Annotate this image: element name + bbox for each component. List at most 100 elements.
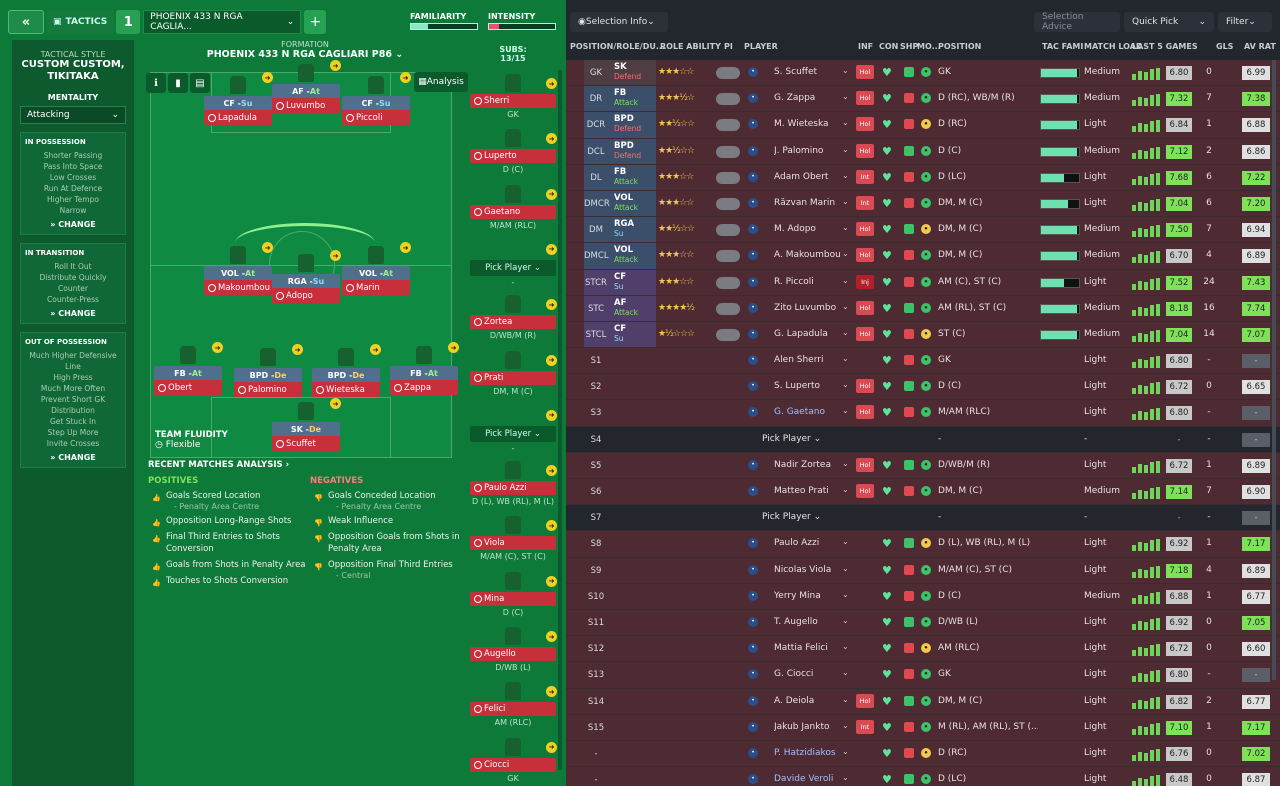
chevron-down-icon[interactable]: ⌄ (842, 668, 849, 678)
player-name[interactable]: J. Palomino (774, 145, 824, 156)
role-duty-cell[interactable]: VOL Attack (610, 245, 652, 267)
role-duty-cell[interactable]: RGA Su (610, 219, 652, 241)
pi-toggle[interactable] (716, 276, 740, 289)
role-cell[interactable] (610, 138, 656, 164)
chevron-down-icon[interactable]: ⌄ (842, 144, 849, 154)
role-duty-cell[interactable]: FB Attack (610, 167, 652, 189)
chevron-down-icon[interactable]: ⌄ (842, 406, 849, 416)
player-name[interactable]: Răzvan Marin (774, 197, 836, 208)
pick-player-select[interactable]: Pick Player ⌄ (470, 425, 556, 442)
subs-scrollbar[interactable] (558, 70, 562, 770)
col-role-ability[interactable]: ROLE ABILITY (660, 42, 721, 51)
role-duty-cell[interactable]: VOL Attack (610, 193, 652, 215)
player-name[interactable]: Nadir Zortea (774, 459, 831, 470)
player-role[interactable]: CF - Su (204, 96, 272, 110)
table-row[interactable]: S2 • S. Luperto ⌄ Hol ♥ • D (C) Light 6.72 0 6.65 (566, 374, 1280, 401)
formation-select[interactable]: PHOENIX 433 N RGA CAGLIARI P86 ⌄ (206, 49, 404, 60)
pick-player-select[interactable]: Pick Player ⌄ (762, 433, 822, 444)
pitch-player[interactable]: RGA - Su Adopo (272, 274, 340, 303)
chevron-down-icon[interactable]: ⌄ (842, 249, 849, 259)
sub-slot[interactable]: ➜ Viola M/AM (C), ST (C) (470, 516, 557, 561)
role-cell[interactable] (610, 190, 656, 217)
player-name[interactable]: M. Adopo (774, 224, 816, 235)
col-av-rat[interactable]: AV RAT (1244, 42, 1276, 51)
move-arrow-icon[interactable]: ➜ (212, 342, 223, 353)
table-row[interactable]: - • P. Hatzidiakos ⌄ ♥ • D (RC) Light 6.76 0 7.02 (566, 740, 1280, 768)
pi-toggle[interactable] (716, 328, 740, 341)
player-name[interactable]: Jakub Jankto (774, 721, 830, 732)
pitch-player[interactable]: BPD - De Wieteska (312, 368, 380, 397)
role-duty-cell[interactable]: BPD Defend (610, 141, 652, 163)
move-arrow-icon[interactable]: ➜ (330, 250, 341, 261)
pitch-player[interactable]: VOL - At Makoumbou (204, 266, 272, 295)
tactics-tab[interactable]: ▣ TACTICS (47, 10, 114, 34)
info-icon[interactable]: ℹ (146, 73, 166, 93)
table-row[interactable]: S8 • Paulo Azzi ⌄ ♥ • D (L), WB (RL), M (L) Lig… (566, 531, 1280, 558)
mentality-select[interactable]: Attacking ⌄ (20, 106, 126, 124)
move-arrow-icon[interactable]: ➜ (400, 242, 411, 253)
role-cell[interactable] (610, 164, 656, 190)
change-button[interactable]: » CHANGE (50, 220, 96, 229)
pi-toggle[interactable] (716, 250, 740, 263)
table-row[interactable]: S11 • T. Augello ⌄ ♥ • D/WB (L) Light 6.92 0 7.05 (566, 609, 1280, 637)
chevron-down-icon[interactable]: ⌄ (842, 773, 849, 783)
player-name[interactable]: Adam Obert (774, 171, 829, 182)
pitch-icon[interactable]: ▤ (190, 73, 210, 93)
player-name[interactable]: S. Scuffet (774, 67, 818, 77)
player-name[interactable]: Matteo Prati (774, 486, 829, 496)
sub-name[interactable]: Paulo Azzi (470, 481, 556, 496)
pi-toggle[interactable] (716, 224, 740, 237)
player-name[interactable]: G. Lapadula (774, 328, 828, 339)
move-arrow-icon[interactable]: ➜ (400, 72, 411, 83)
table-row[interactable]: GK SK Defend ★★★☆☆ • S. Scuffet ⌄ Hol ♥ • GK Medium… (566, 60, 1280, 87)
move-arrow-icon[interactable]: ➜ (546, 465, 557, 477)
col-goals[interactable]: GLS (1216, 42, 1234, 51)
chevron-down-icon[interactable]: ⌄ (842, 275, 849, 285)
table-row[interactable]: S13 • G. Ciocci ⌄ ♥ • GK Light 6.80 - - (566, 662, 1280, 689)
table-row[interactable]: S3 • G. Gaetano ⌄ Hol ♥ • M/AM (RLC) Light 6.80 - - (566, 400, 1280, 427)
player-name[interactable]: G. Gaetano (774, 407, 825, 418)
col-con[interactable]: CON (879, 42, 899, 51)
sub-name[interactable]: Sherri (470, 94, 556, 108)
role-cell[interactable] (610, 321, 656, 348)
table-row[interactable]: DMCR VOL Attack ★★★☆☆ • Răzvan Marin ⌄ Int ♥ • DM,… (566, 190, 1280, 218)
pitch-player[interactable]: BPD - De Palomino (234, 368, 302, 397)
player-role[interactable]: VOL - At (342, 266, 410, 280)
sub-name[interactable]: Ciocci (470, 757, 556, 772)
table-row[interactable]: S1 • Alen Sherri ⌄ ♥ • GK Light 6.80 - - (566, 348, 1280, 375)
player-name[interactable]: T. Augello (774, 616, 818, 627)
table-row[interactable]: S9 • Nicolas Viola ⌄ ♥ • M/AM (C), ST (C) Light… (566, 557, 1280, 584)
col-pi[interactable]: PI (724, 42, 733, 51)
chevron-down-icon[interactable]: ⌄ (842, 615, 849, 625)
player-name[interactable]: Scuffet (272, 436, 340, 451)
role-cell[interactable] (610, 217, 656, 243)
chevron-down-icon[interactable]: ⌄ (842, 327, 849, 337)
sub-name[interactable]: Prati (470, 370, 556, 385)
table-row[interactable]: DMCL VOL Attack ★★★☆☆ • A. Makoumbou ⌄ Hol ♥ • DM,… (566, 243, 1280, 270)
chevron-down-icon[interactable]: ⌄ (842, 642, 849, 652)
player-name[interactable]: P. Hatzidiakos (774, 747, 836, 758)
move-arrow-icon[interactable]: ➜ (546, 354, 557, 366)
move-arrow-icon[interactable]: ➜ (262, 72, 273, 83)
player-name[interactable]: Adopo (272, 288, 340, 303)
col-shp[interactable]: SHP (900, 42, 919, 51)
chevron-down-icon[interactable]: ⌄ (842, 380, 849, 390)
table-row[interactable]: STC AF Attack ★★★★½ • Zito Luvumbo ⌄ Hol ♥ • AM (R… (566, 295, 1280, 322)
sub-name[interactable]: Mina (470, 591, 556, 606)
chevron-down-icon[interactable]: ⌄ (842, 223, 849, 233)
role-duty-cell[interactable]: BPD Defend (610, 114, 652, 136)
pitch-player[interactable]: CF - Su Piccoli (342, 96, 410, 125)
col-inf[interactable]: INF (858, 42, 874, 51)
role-cell[interactable] (610, 295, 656, 321)
table-row[interactable]: S12 • Mattia Felici ⌄ ♥ • AM (RLC) Light 6.72 0 6.… (566, 636, 1280, 663)
role-duty-cell[interactable]: CF Su (610, 272, 652, 294)
col-tac-fami[interactable]: TAC FAMI (1042, 42, 1084, 51)
pitch-player[interactable]: FB - At Obert (154, 366, 222, 395)
table-row[interactable]: DR FB Attack ★★★½☆ • G. Zappa ⌄ Hol ♥ • D (RC), WB… (566, 86, 1280, 113)
role-duty-cell[interactable]: AF Attack (610, 298, 652, 320)
player-name[interactable]: Luvumbo (272, 98, 340, 113)
tactic-slot[interactable]: 1 (116, 10, 141, 34)
move-arrow-icon[interactable]: ➜ (330, 398, 341, 409)
player-name[interactable]: Palomino (234, 382, 302, 397)
move-arrow-icon[interactable]: ➜ (546, 741, 557, 753)
